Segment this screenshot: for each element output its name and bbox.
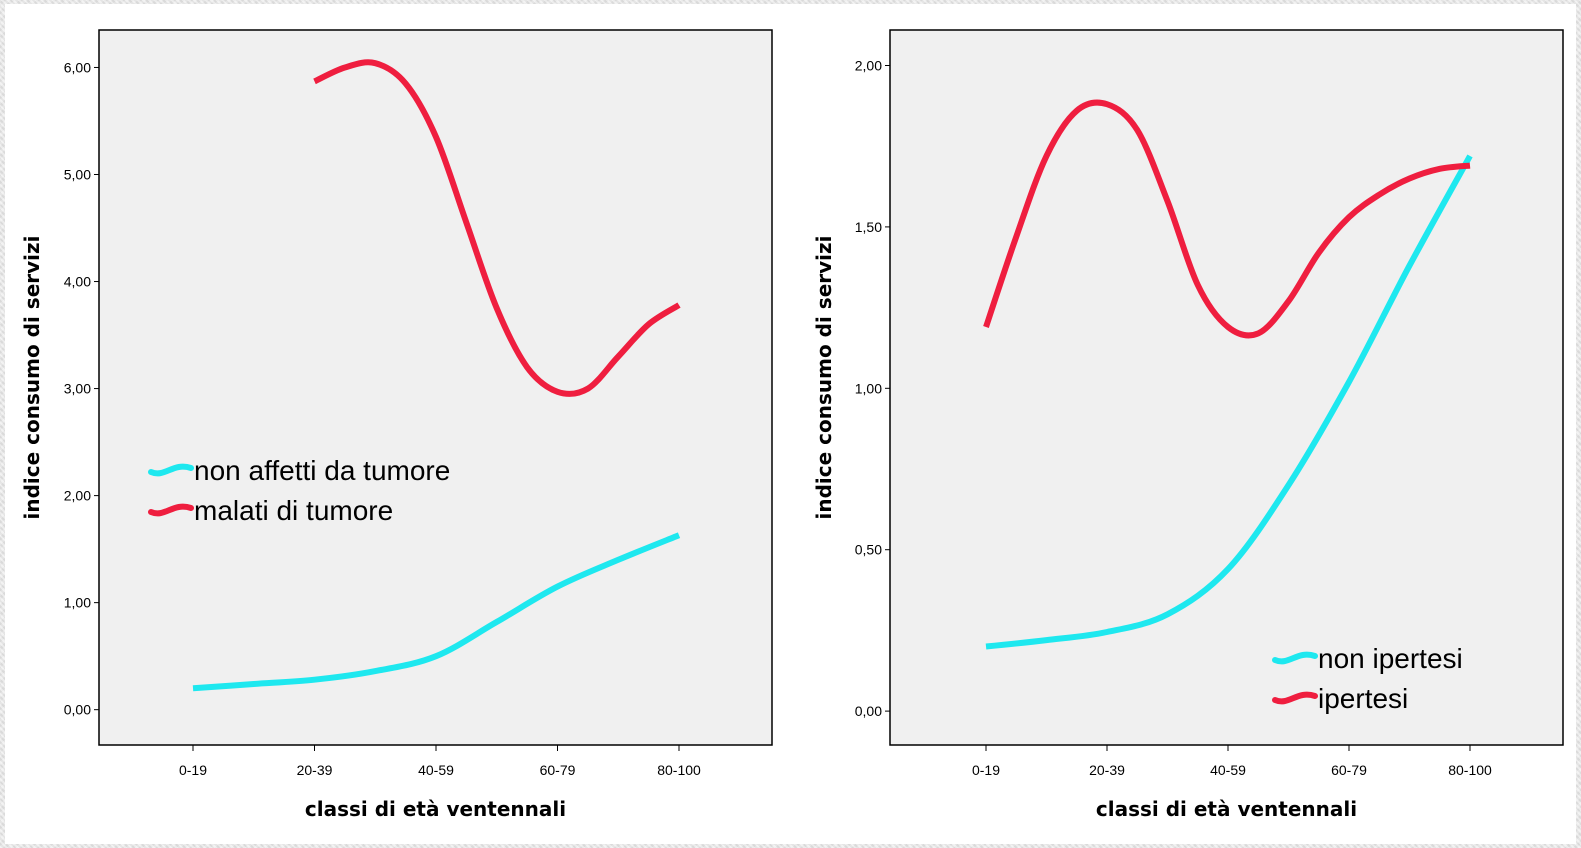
charts-svg: 0,00 1,00 2,00 3,00 4,00 5,00 6,00 0-19 20-39 40-… (20, 29, 1564, 821)
plot-area (889, 29, 1564, 746)
x-tick-label: 20-39 (1089, 762, 1125, 778)
legend-label: malati di tumore (194, 495, 393, 526)
y-axis-title: indice consumo di servizi (812, 235, 836, 519)
legend-swatch (1272, 691, 1318, 705)
x-tick-label: 80-100 (657, 762, 701, 778)
y-tick-label: 1,00 (855, 380, 882, 396)
x-tick-label: 0-19 (179, 762, 207, 778)
y-tick-label: 3,00 (64, 381, 91, 397)
x-axis-title: classi di età ventennali (305, 797, 566, 821)
x-tick-label: 0-19 (972, 762, 1000, 778)
y-tick-label: 0,00 (64, 702, 91, 718)
chart-panel: 0,00 1,00 2,00 3,00 4,00 5,00 6,00 0-19 20-39 40-… (5, 4, 1576, 844)
y-tick-label: 1,00 (64, 595, 91, 611)
legend-swatch (148, 463, 194, 477)
legend: non affetti da tumore malati di tumore (148, 455, 450, 526)
y-tick-label: 2,00 (64, 488, 91, 504)
y-tick-label: 0,50 (855, 542, 882, 558)
y-tick-label: 1,50 (855, 219, 882, 235)
plot-area (98, 29, 773, 746)
chart-2: 0,00 0,50 1,00 1,50 2,00 0-19 20-39 40-59 60-79 8… (812, 29, 1564, 821)
series-line-1 (192, 532, 681, 692)
x-axis-title: classi di età ventennali (1096, 797, 1357, 821)
legend-label: ipertesi (1318, 683, 1408, 714)
x-tick-label: 60-79 (1331, 762, 1367, 778)
y-axis-title: indice consumo di servizi (20, 235, 44, 519)
x-tick-label: 20-39 (297, 762, 333, 778)
legend-swatch (148, 503, 194, 517)
series-line-2 (313, 59, 681, 397)
legend-label: non ipertesi (1318, 643, 1463, 674)
y-tick-label: 5,00 (64, 166, 91, 182)
legend: non ipertesi ipertesi (1272, 643, 1463, 714)
x-tick-label: 40-59 (418, 762, 454, 778)
legend-swatch (1272, 651, 1318, 665)
y-tick-label: 2,00 (855, 58, 882, 74)
x-tick-label: 40-59 (1210, 762, 1246, 778)
series-line-1 (985, 154, 1473, 650)
x-tick-label: 60-79 (540, 762, 576, 778)
y-tick-label: 0,00 (855, 703, 882, 719)
y-tick-label: 6,00 (64, 59, 91, 75)
legend-label: non affetti da tumore (194, 455, 450, 486)
series-line-2 (983, 99, 1471, 339)
y-tick-label: 4,00 (64, 274, 91, 290)
x-tick-label: 80-100 (1448, 762, 1492, 778)
chart-1: 0,00 1,00 2,00 3,00 4,00 5,00 6,00 0-19 20-39 40-… (20, 29, 773, 821)
